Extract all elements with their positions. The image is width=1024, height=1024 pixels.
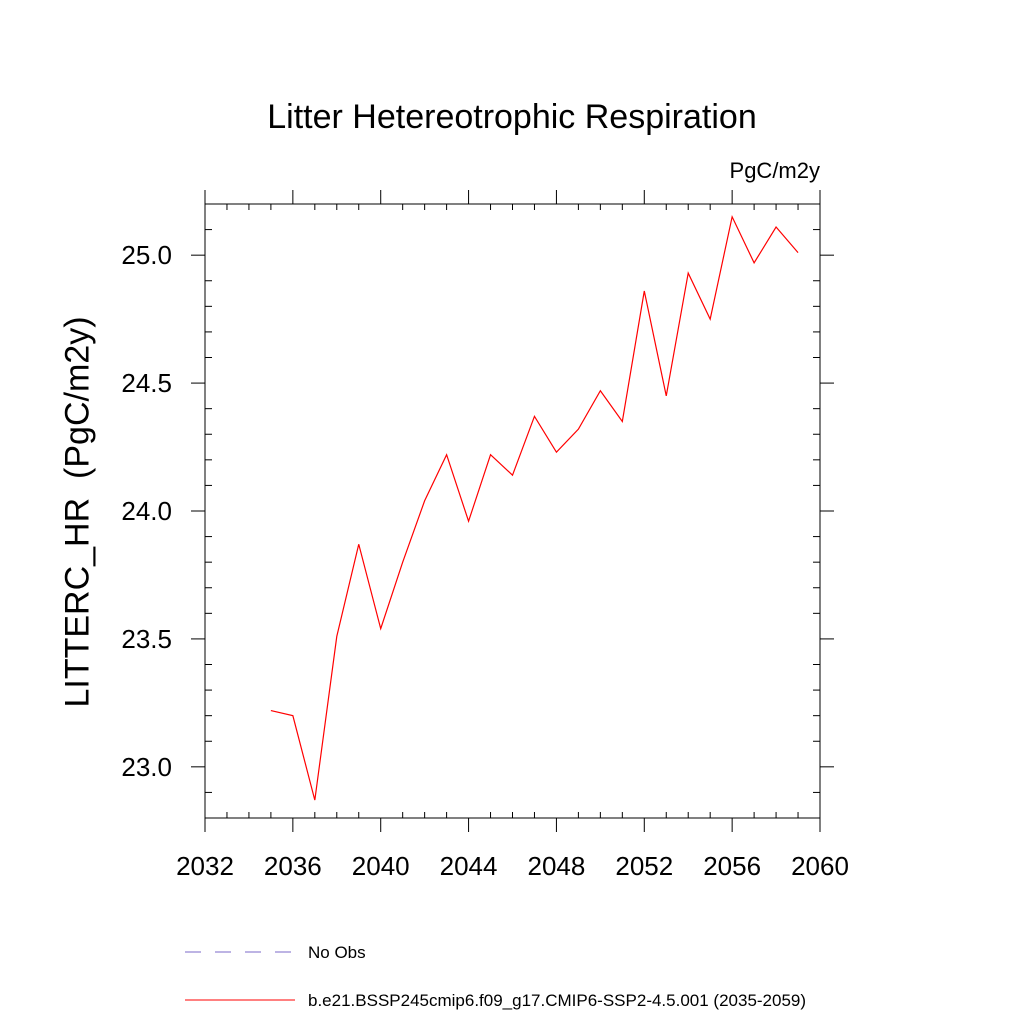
- plot-frame: [204, 203, 821, 819]
- series-line-0: [270, 214, 799, 801]
- legend-entry-no-obs: [185, 942, 295, 962]
- legend-label-model: b.e21.BSSP245cmip6.f09_g17.CMIP6-SSP2-4.…: [308, 991, 807, 1010]
- y-tick-label: 24.5: [121, 368, 172, 398]
- legend-entry-model: [185, 990, 295, 1010]
- x-tick-label: 2036: [264, 851, 322, 881]
- x-tick-label: 2052: [615, 851, 673, 881]
- x-tick-label: 2044: [440, 851, 498, 881]
- x-tick-label: 2032: [176, 851, 234, 881]
- units-label: PgC/m2y: [729, 158, 820, 183]
- chart-title: Litter Hetereotrophic Respiration: [267, 98, 757, 136]
- x-tick-label: 2040: [352, 851, 410, 881]
- x-tick-label: 2056: [703, 851, 761, 881]
- legend-label-no-obs: No Obs: [308, 943, 366, 962]
- x-tick-label: 2048: [528, 851, 586, 881]
- legend-swatch-model: [185, 999, 295, 1001]
- y-tick-label: 23.5: [121, 624, 172, 654]
- y-tick-label: 25.0: [121, 240, 172, 270]
- y-tick-label: 23.0: [121, 752, 172, 782]
- y-tick-label: 24.0: [121, 496, 172, 526]
- x-tick-label: 2060: [791, 851, 849, 881]
- legend-swatch-no-obs: [185, 951, 293, 953]
